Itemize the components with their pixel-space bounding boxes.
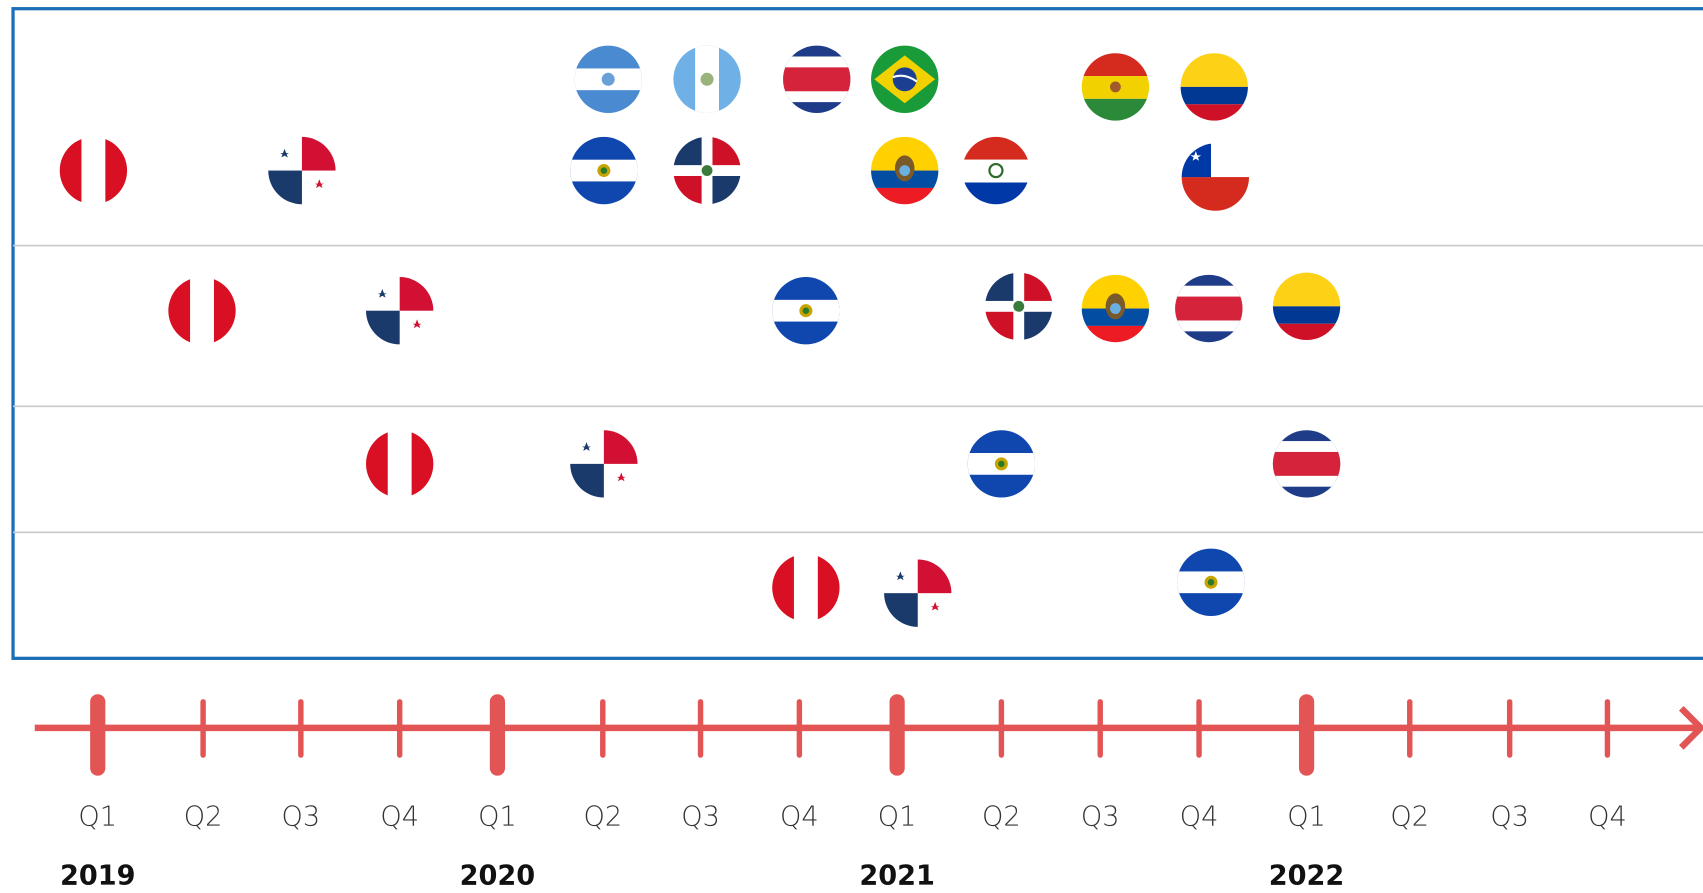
flag bbox=[1176, 548, 1246, 618]
year-label: 2019 bbox=[60, 860, 136, 891]
flag bbox=[984, 272, 1054, 342]
flag bbox=[1174, 274, 1244, 344]
quarter-label: Q2 bbox=[184, 802, 223, 833]
year-label: 2022 bbox=[1269, 860, 1345, 891]
timeline-labels: Q1 Q2 Q3 Q4 Q1 Q2 Q3 Q4 Q1 Q2 Q3 Q4 Q1 Q2 Q3 Q4 2019 2020… bbox=[60, 802, 1627, 892]
quarter-label: Q3 bbox=[282, 802, 321, 833]
flag bbox=[771, 553, 841, 623]
quarter-label: Q2 bbox=[583, 802, 622, 833]
flag bbox=[167, 276, 237, 346]
quarter-label: Q2 bbox=[1390, 802, 1429, 833]
flags bbox=[59, 45, 1342, 628]
flag bbox=[1081, 274, 1151, 344]
quarter-label: Q2 bbox=[982, 802, 1021, 833]
flag bbox=[672, 136, 742, 206]
flag bbox=[1272, 429, 1342, 499]
flag bbox=[870, 136, 940, 206]
year-label: 2021 bbox=[859, 860, 935, 891]
flag bbox=[1081, 52, 1151, 123]
flag bbox=[771, 276, 841, 346]
quarter-label: Q3 bbox=[681, 802, 720, 833]
panel-border bbox=[11, 7, 1703, 660]
flag bbox=[1272, 272, 1342, 342]
flag bbox=[782, 45, 852, 115]
quarter-label: Q1 bbox=[878, 802, 917, 833]
timeline-arrow bbox=[1678, 706, 1703, 750]
flag bbox=[1180, 52, 1250, 122]
quarter-label: Q1 bbox=[478, 802, 517, 833]
flag bbox=[59, 136, 129, 206]
quarter-label: Q4 bbox=[1588, 802, 1627, 833]
quarter-label: Q1 bbox=[1287, 802, 1326, 833]
quarter-label: Q4 bbox=[1180, 802, 1219, 833]
flag bbox=[365, 276, 435, 346]
flag bbox=[961, 136, 1031, 207]
flag bbox=[267, 136, 337, 206]
quarter-label: Q3 bbox=[1081, 802, 1120, 833]
quarter-label: Q1 bbox=[78, 802, 117, 833]
year-label: 2020 bbox=[460, 860, 536, 891]
quarter-label: Q4 bbox=[380, 802, 419, 833]
flag bbox=[883, 558, 953, 628]
quarter-label: Q3 bbox=[1490, 802, 1529, 833]
flag bbox=[569, 136, 639, 206]
flag bbox=[569, 429, 639, 499]
flag bbox=[573, 45, 643, 115]
flag bbox=[1181, 142, 1251, 212]
quarter-label: Q4 bbox=[780, 802, 819, 833]
timeline-ticks bbox=[90, 694, 1611, 776]
flag bbox=[672, 45, 742, 115]
flag bbox=[870, 45, 940, 115]
flag bbox=[967, 429, 1037, 499]
flag bbox=[365, 429, 435, 499]
